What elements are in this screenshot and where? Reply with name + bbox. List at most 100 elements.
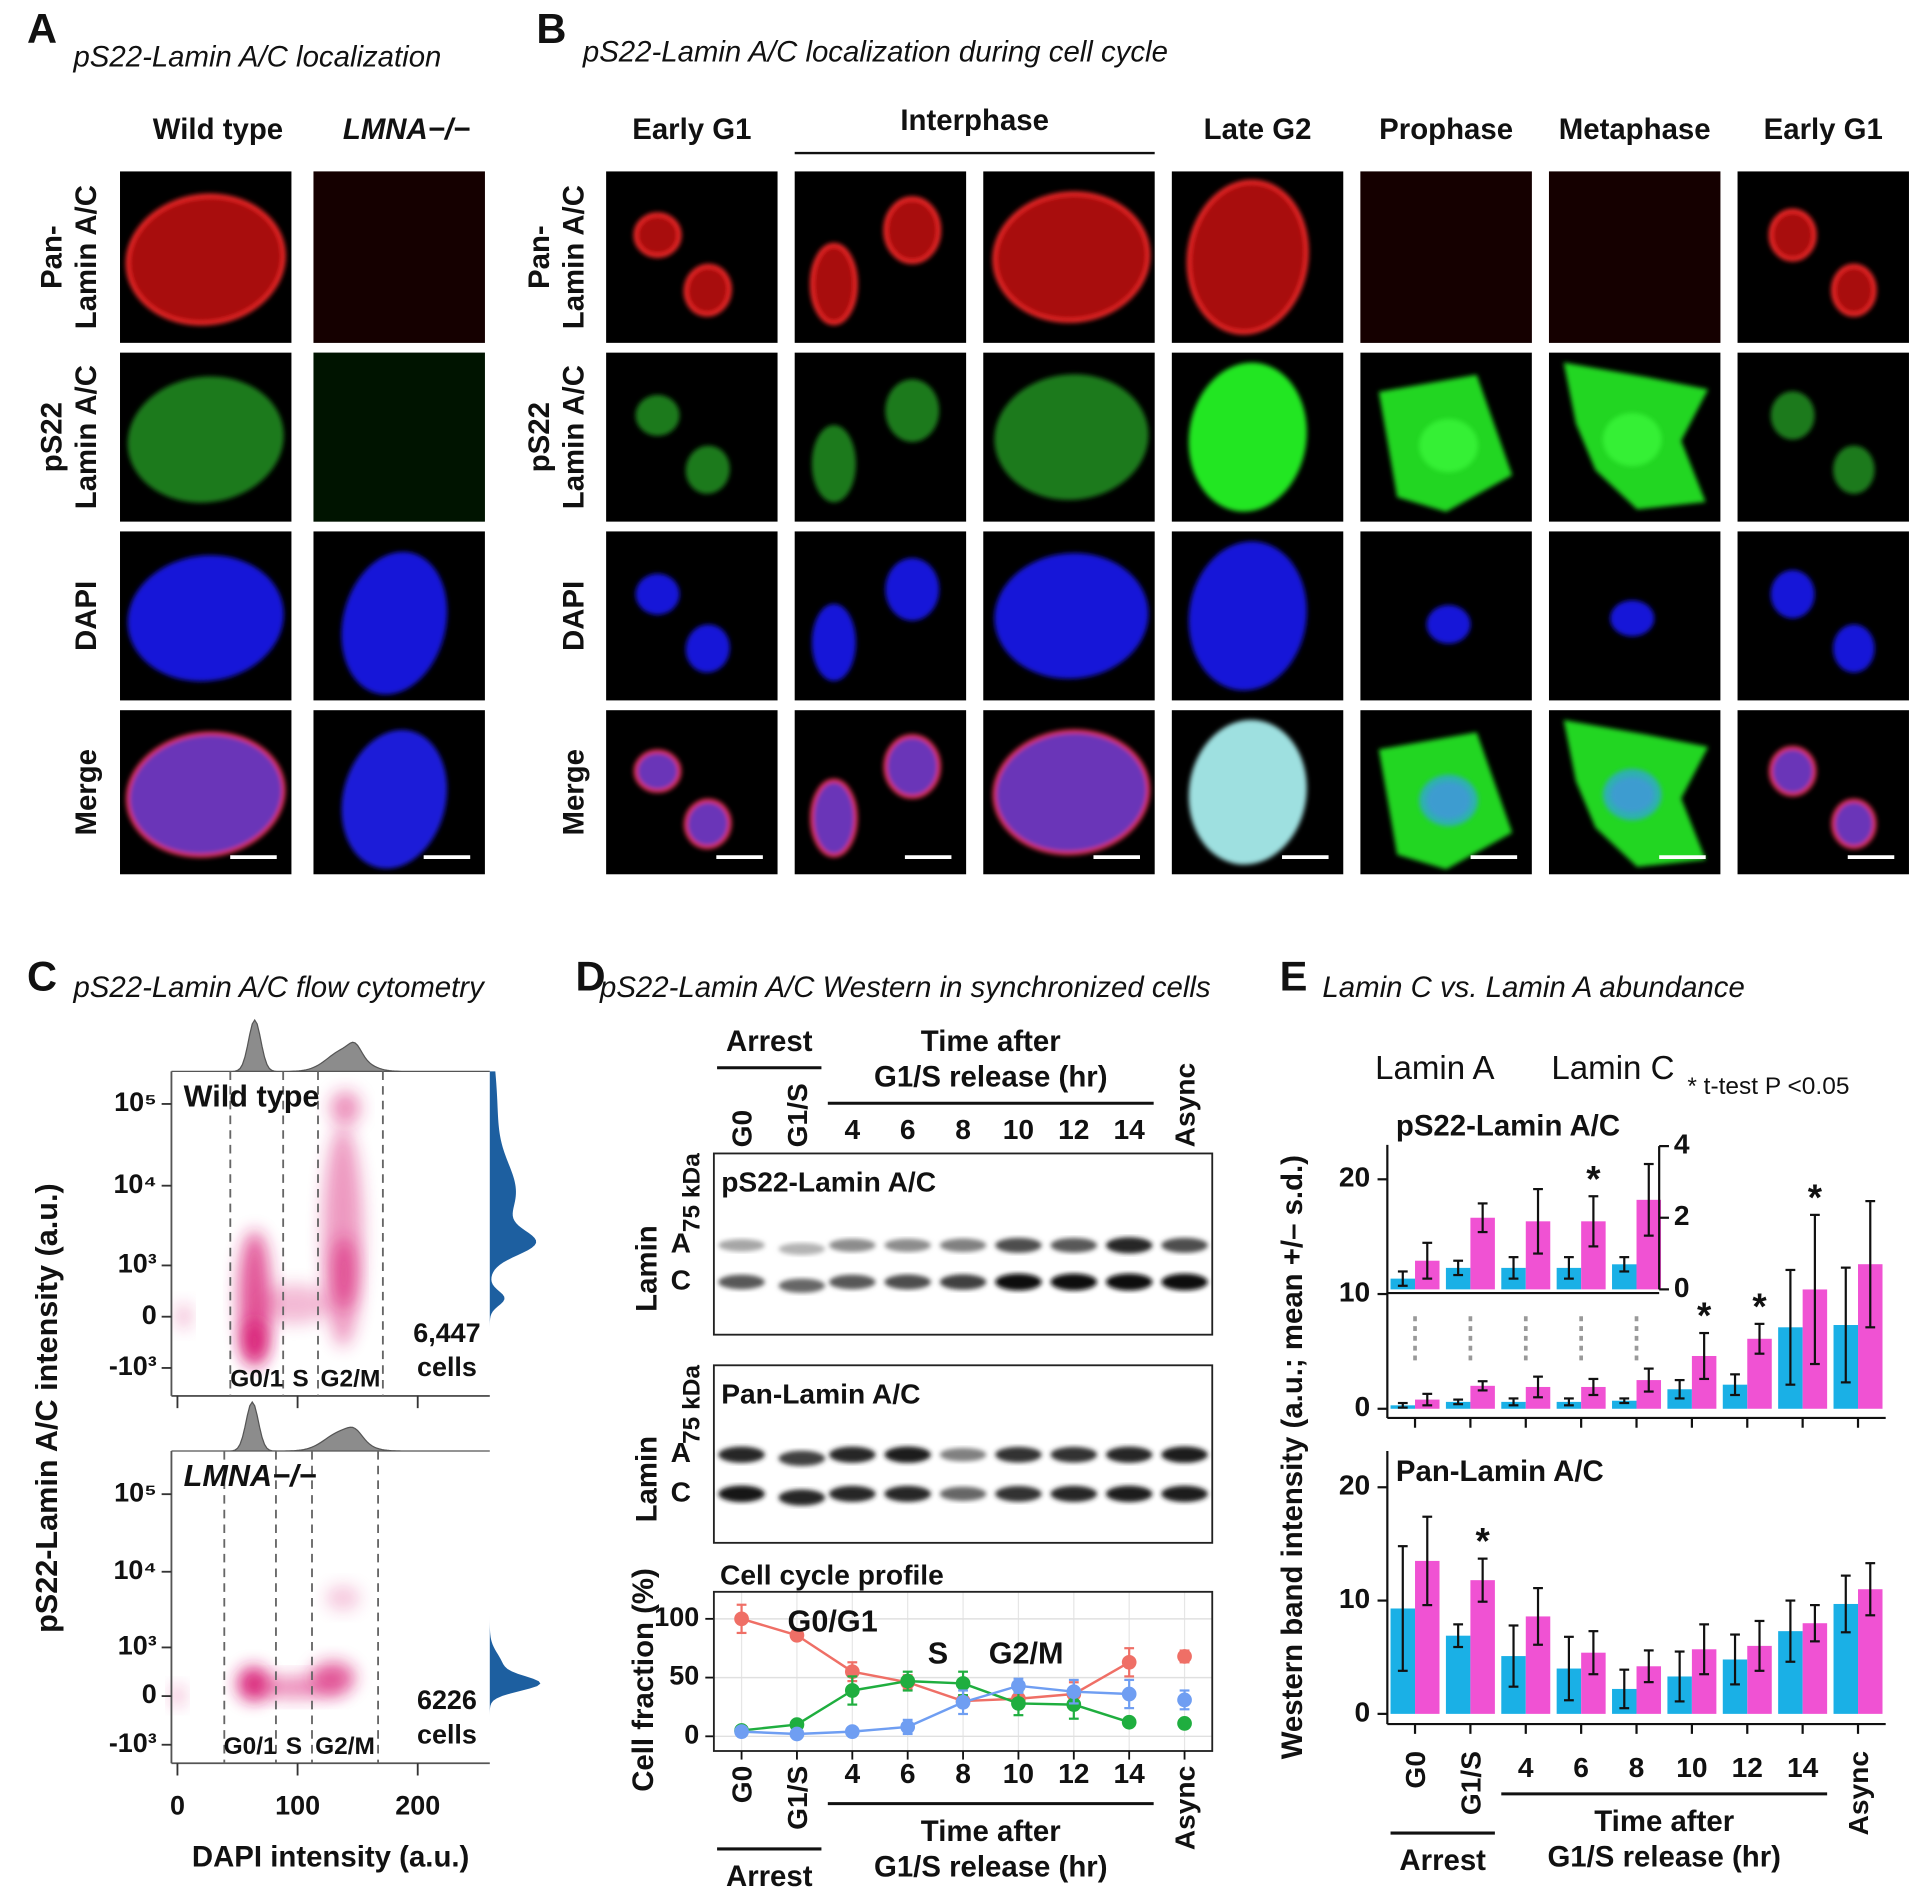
- row-label: Lamin A/C: [557, 365, 590, 509]
- blot-title: Pan-Lamin A/C: [721, 1378, 920, 1409]
- nucleus: [1610, 777, 1655, 813]
- row-label: Lamin A/C: [557, 185, 590, 329]
- size-marker: 75 kDa: [679, 1365, 706, 1444]
- y-tick-label: 0: [684, 1719, 699, 1749]
- nucleus: [635, 573, 680, 615]
- gate-label: S: [286, 1733, 302, 1760]
- nucleus: [1419, 419, 1478, 473]
- x-tick-label: G1/S: [782, 1766, 813, 1830]
- blot-band: [939, 1238, 987, 1253]
- blot-band: [995, 1237, 1042, 1253]
- x-axis-title: DAPI intensity (a.u.): [192, 1841, 469, 1874]
- density-cloud: [331, 1236, 357, 1311]
- nucleus: [683, 263, 732, 317]
- x-tick-label: 200: [395, 1790, 440, 1820]
- background-haze: [313, 352, 485, 522]
- bar: [1445, 1267, 1471, 1290]
- panel-title: pS22-Lamin A/C flow cytometry: [72, 971, 486, 1004]
- nucleus: [127, 376, 284, 503]
- y-tick-label: 20: [1339, 1162, 1370, 1193]
- series-line: [1073, 1661, 1130, 1696]
- y-tick-label: 20: [1339, 1470, 1370, 1501]
- column-header: Interphase: [900, 104, 1049, 137]
- nucleus: [1770, 391, 1815, 440]
- micrograph: [1737, 171, 1909, 343]
- micrograph: [983, 352, 1155, 522]
- nucleus: [633, 749, 682, 793]
- y-tick-label: -10³: [109, 1728, 157, 1758]
- lane-label: Async: [1169, 1063, 1200, 1148]
- panel-title: pS22-Lamin A/C localization: [72, 41, 441, 74]
- group-label: G1/S release (hr): [874, 1061, 1107, 1094]
- y-tick-label: 0: [1355, 1696, 1371, 1727]
- series-label: G0/G1: [788, 1605, 878, 1639]
- cell-count: cells: [417, 1719, 477, 1749]
- background-haze: [313, 171, 485, 343]
- bar: [1581, 1386, 1606, 1409]
- bar: [1470, 1385, 1495, 1409]
- legend-label: Lamin A: [1375, 1050, 1494, 1087]
- micrograph-background: [1737, 171, 1909, 343]
- y-tick-label: 10: [1339, 1583, 1370, 1614]
- x-tick-label: 14: [1787, 1752, 1819, 1783]
- blot-band: [718, 1274, 765, 1290]
- panel-title: pS22-Lamin A/C Western in synchronized c…: [599, 971, 1211, 1004]
- group-label: G1/S release (hr): [874, 1850, 1107, 1883]
- lane-label: 14: [1114, 1114, 1146, 1145]
- data-point: [955, 1694, 971, 1710]
- blot-band: [995, 1486, 1042, 1502]
- gate-label: G2/M: [315, 1733, 375, 1760]
- series-line: [1073, 1703, 1130, 1724]
- data-point: [844, 1683, 860, 1698]
- blot-band: [778, 1242, 826, 1255]
- note: * t-test P <0.05: [1687, 1073, 1849, 1100]
- plot-title: Wild type: [184, 1079, 320, 1113]
- background-haze: [1548, 171, 1721, 343]
- y-tick-label: -10³: [109, 1351, 157, 1381]
- series-line: [1018, 1692, 1074, 1700]
- lane-label: 8: [955, 1114, 971, 1145]
- data-point: [1121, 1654, 1137, 1670]
- micrograph: [1171, 352, 1344, 522]
- panel-title: Lamin C vs. Lamin A abundance: [1322, 971, 1744, 1004]
- micrograph: [1548, 531, 1721, 701]
- x-tick-label: G1/S: [1455, 1751, 1486, 1815]
- nucleus: [633, 212, 682, 258]
- column-header: Prophase: [1379, 113, 1513, 146]
- plot-title: LMNA−/−: [184, 1459, 317, 1493]
- nucleus: [992, 191, 1151, 323]
- bar: [1445, 1401, 1471, 1409]
- significance-mark: *: [1808, 1177, 1823, 1218]
- y-tick-label: 10⁴: [113, 1169, 156, 1199]
- band-label: C: [671, 1476, 691, 1507]
- blot-band: [778, 1450, 826, 1467]
- micrograph: [1737, 352, 1909, 522]
- lane-label: G0: [726, 1110, 757, 1148]
- group-label: Time after: [1594, 1805, 1734, 1838]
- nucleus: [685, 624, 730, 673]
- series-line: [852, 1670, 908, 1684]
- y2-tick-label: 0: [1674, 1272, 1690, 1303]
- significance-mark: *: [1752, 1286, 1767, 1327]
- blot-band: [884, 1485, 931, 1502]
- nucleus: [811, 425, 856, 503]
- nucleus: [127, 555, 284, 682]
- micrograph-background: [1737, 710, 1909, 875]
- series-label: S: [928, 1637, 948, 1671]
- nucleus: [635, 394, 680, 436]
- blot-band: [778, 1489, 826, 1506]
- nucleus: [1186, 179, 1309, 335]
- micrograph: [120, 710, 292, 875]
- blot-band: [778, 1278, 826, 1293]
- y-tick-label: 10: [1339, 1276, 1370, 1307]
- blot-band: [939, 1447, 987, 1462]
- series-label: G2/M: [989, 1637, 1064, 1671]
- micrograph: [313, 352, 485, 522]
- marginal-histogram: [171, 1018, 490, 1073]
- x-tick-label: 4: [1518, 1752, 1534, 1783]
- blot-band: [1161, 1446, 1208, 1463]
- micrograph: [1548, 171, 1721, 343]
- x-tick-label: 14: [1114, 1758, 1146, 1789]
